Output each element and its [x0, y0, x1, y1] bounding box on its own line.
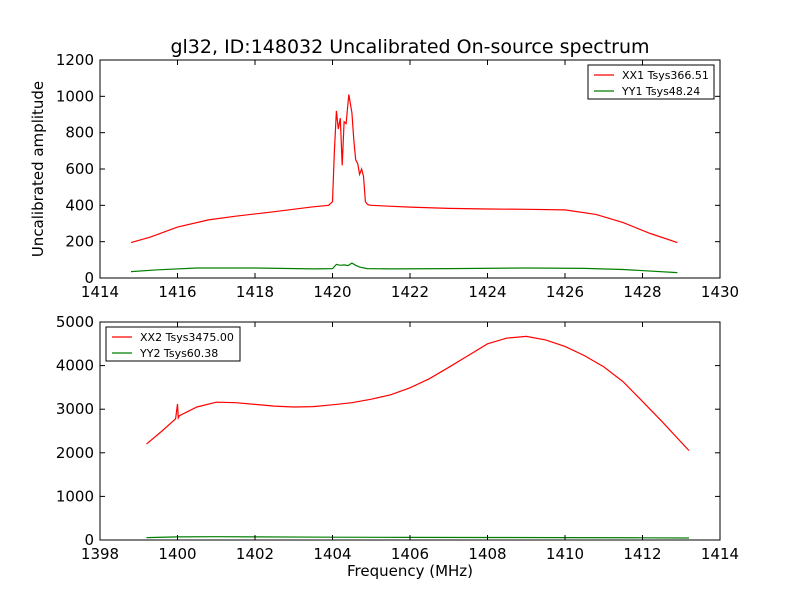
x-tick-label: 1404	[313, 545, 351, 563]
legend-box	[105, 326, 241, 362]
y-tick-label: 3000	[56, 400, 94, 418]
x-tick-label: 1428	[623, 283, 661, 301]
x-tick-label: 1398	[81, 545, 119, 563]
y-tick-label: 0	[84, 531, 94, 549]
x-axis-label: Frequency (MHz)	[347, 562, 473, 580]
legend-label-2: YY1 Tsys48.24	[621, 85, 700, 98]
y-tick-label: 0	[84, 269, 94, 287]
x-tick-label: 1402	[236, 545, 274, 563]
series-line-2	[130, 262, 678, 274]
y-tick-label: 2000	[56, 444, 94, 462]
series-line-2	[146, 536, 690, 539]
y-tick-label: 200	[65, 233, 94, 251]
subplot-1: 1414 1416 1418 1420 1422 1424 1426 1428 1430 0 200…	[29, 51, 739, 301]
legend: XX1 Tsys366.51 YY1 Tsys48.24	[587, 64, 715, 100]
x-tick-label: 1412	[623, 545, 661, 563]
x-tick-label: 1418	[236, 283, 274, 301]
y-axis-label: Uncalibrated amplitude	[29, 81, 47, 257]
x-tick-label: 1420	[313, 283, 351, 301]
y-tick-label: 600	[65, 160, 94, 178]
y-tick-label: 400	[65, 196, 94, 214]
x-tick-label: 1406	[391, 545, 429, 563]
x-tick-label: 1414	[81, 283, 119, 301]
subplot-2: 1398 1400 1402 1404 1406 1408 1410 1412 1414 0 100…	[56, 313, 739, 580]
x-tick-label: 1416	[158, 283, 196, 301]
y-tick-label: 1000	[56, 87, 94, 105]
x-tick-label: 1426	[546, 283, 584, 301]
x-tick-label: 1422	[391, 283, 429, 301]
y-tick-label: 1200	[56, 51, 94, 69]
x-tick-label: 1414	[701, 545, 739, 563]
y-tick-label: 4000	[56, 357, 94, 375]
series-group	[146, 335, 690, 539]
legend-label-1: XX1 Tsys366.51	[622, 69, 709, 82]
x-tick-label: 1400	[158, 545, 196, 563]
series-line-1	[130, 94, 678, 244]
legend-box	[587, 64, 715, 100]
chart-title: gl32, ID:148032 Uncalibrated On-source s…	[170, 36, 649, 58]
y-tick-label: 800	[65, 124, 94, 142]
legend-label-1: XX2 Tsys3475.00	[140, 331, 234, 344]
series-line-1	[146, 335, 690, 452]
series-group	[130, 94, 678, 274]
legend-label-2: YY2 Tsys60.38	[139, 347, 218, 360]
legend: XX2 Tsys3475.00 YY2 Tsys60.38	[105, 326, 241, 362]
y-tick-label: 5000	[56, 313, 94, 331]
x-tick-label: 1424	[468, 283, 506, 301]
x-tick-label: 1430	[701, 283, 739, 301]
x-tick-label: 1410	[546, 545, 584, 563]
y-tick-label: 1000	[56, 487, 94, 505]
x-tick-label: 1408	[468, 545, 506, 563]
